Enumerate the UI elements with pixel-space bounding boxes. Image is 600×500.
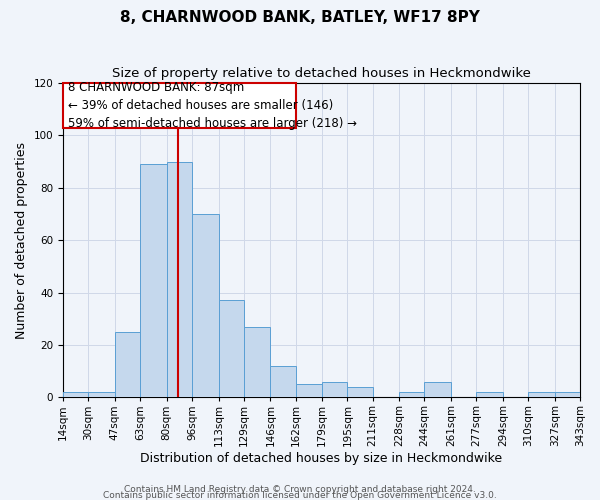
Bar [322, 382, 347, 398]
Text: 8 CHARNWOOD BANK: 87sqm
← 39% of detached houses are smaller (146)
59% of semi-d: 8 CHARNWOOD BANK: 87sqm ← 39% of detache… [68, 81, 357, 130]
Bar [167, 162, 192, 398]
Bar [218, 300, 244, 398]
Bar [115, 332, 140, 398]
Text: Contains HM Land Registry data © Crown copyright and database right 2024.: Contains HM Land Registry data © Crown c… [124, 485, 476, 494]
Bar [271, 366, 296, 398]
Bar [88, 392, 115, 398]
Bar [192, 214, 218, 398]
Bar [296, 384, 322, 398]
Bar [244, 326, 271, 398]
Text: Contains public sector information licensed under the Open Government Licence v3: Contains public sector information licen… [103, 490, 497, 500]
Y-axis label: Number of detached properties: Number of detached properties [15, 142, 28, 338]
Bar [424, 382, 451, 398]
Bar [555, 392, 580, 398]
Bar [140, 164, 167, 398]
Bar [399, 392, 424, 398]
Bar [476, 392, 503, 398]
Title: Size of property relative to detached houses in Heckmondwike: Size of property relative to detached ho… [112, 68, 531, 80]
X-axis label: Distribution of detached houses by size in Heckmondwike: Distribution of detached houses by size … [140, 452, 503, 465]
Bar [347, 387, 373, 398]
Bar [528, 392, 555, 398]
Bar [63, 392, 88, 398]
Text: 8, CHARNWOOD BANK, BATLEY, WF17 8PY: 8, CHARNWOOD BANK, BATLEY, WF17 8PY [120, 10, 480, 25]
FancyBboxPatch shape [63, 83, 296, 128]
